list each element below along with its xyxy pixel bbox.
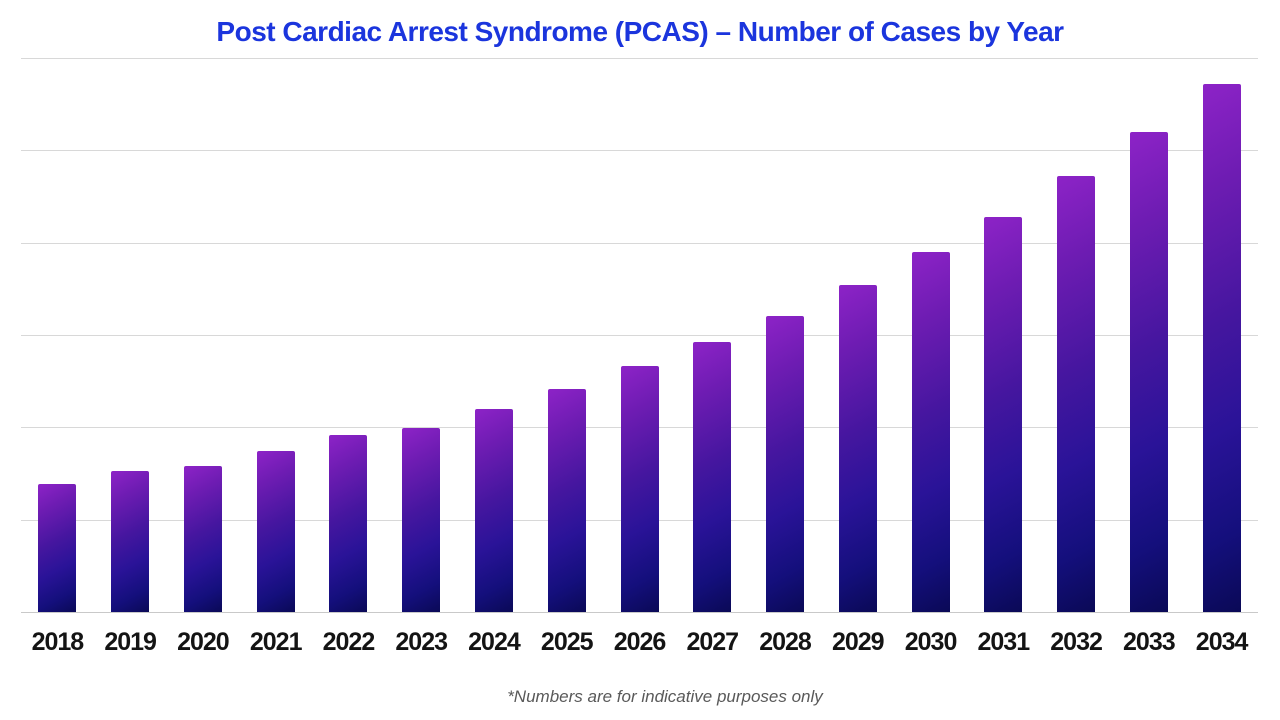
x-axis-label-2029: 2029 [831, 628, 885, 656]
bar-2018 [38, 483, 77, 612]
bar-2026 [620, 366, 659, 612]
x-axis-label-2027: 2027 [686, 628, 739, 656]
bar-2019 [111, 470, 150, 612]
plot-area [21, 58, 1258, 613]
bar-2031 [984, 216, 1023, 612]
x-axis-label-2020: 2020 [177, 628, 230, 656]
bar-2032 [1057, 176, 1096, 612]
x-axis-label-2022: 2022 [322, 628, 376, 656]
x-axis-label-2030: 2030 [904, 628, 958, 656]
gridline [21, 335, 1258, 336]
gridline [21, 150, 1258, 152]
x-axis-label-2021: 2021 [249, 628, 303, 656]
bar-2030 [911, 251, 950, 612]
bar-2028 [766, 315, 805, 612]
bar-2025 [547, 389, 586, 612]
bar-2027 [693, 342, 732, 612]
bar-2020 [183, 466, 222, 612]
x-axis-label-2034: 2034 [1195, 628, 1249, 656]
chart-title: Post Cardiac Arrest Syndrome (PCAS) – Nu… [216, 16, 1064, 47]
x-axis-label-2025: 2025 [540, 628, 594, 656]
gridline [21, 58, 1258, 59]
gridline [21, 242, 1258, 244]
bar-2021 [256, 451, 295, 612]
bar-2029 [838, 285, 877, 612]
bar-2033 [1129, 131, 1168, 612]
bar-2023 [402, 428, 441, 612]
x-axis-label-2032: 2032 [1050, 628, 1103, 656]
x-axis-label-2033: 2033 [1123, 628, 1176, 656]
x-axis: 2018 2019 2020 2021 2022 2023 2024 2025 2026 2027… [21, 628, 1258, 662]
x-axis-baseline [21, 612, 1258, 613]
x-axis-label-2018: 2018 [31, 628, 85, 656]
x-axis-label-2019: 2019 [104, 628, 157, 656]
bar-2022 [329, 434, 368, 612]
x-axis-label-2031: 2031 [977, 628, 1031, 656]
x-axis-label-2028: 2028 [759, 628, 812, 656]
bar-2024 [474, 408, 513, 612]
bar-2034 [1202, 83, 1241, 612]
x-axis-label-2023: 2023 [395, 628, 448, 656]
footnote: *Numbers are for indicative purposes onl… [507, 687, 823, 706]
x-axis-label-2024: 2024 [468, 628, 521, 656]
x-axis-label-2026: 2026 [613, 628, 667, 656]
